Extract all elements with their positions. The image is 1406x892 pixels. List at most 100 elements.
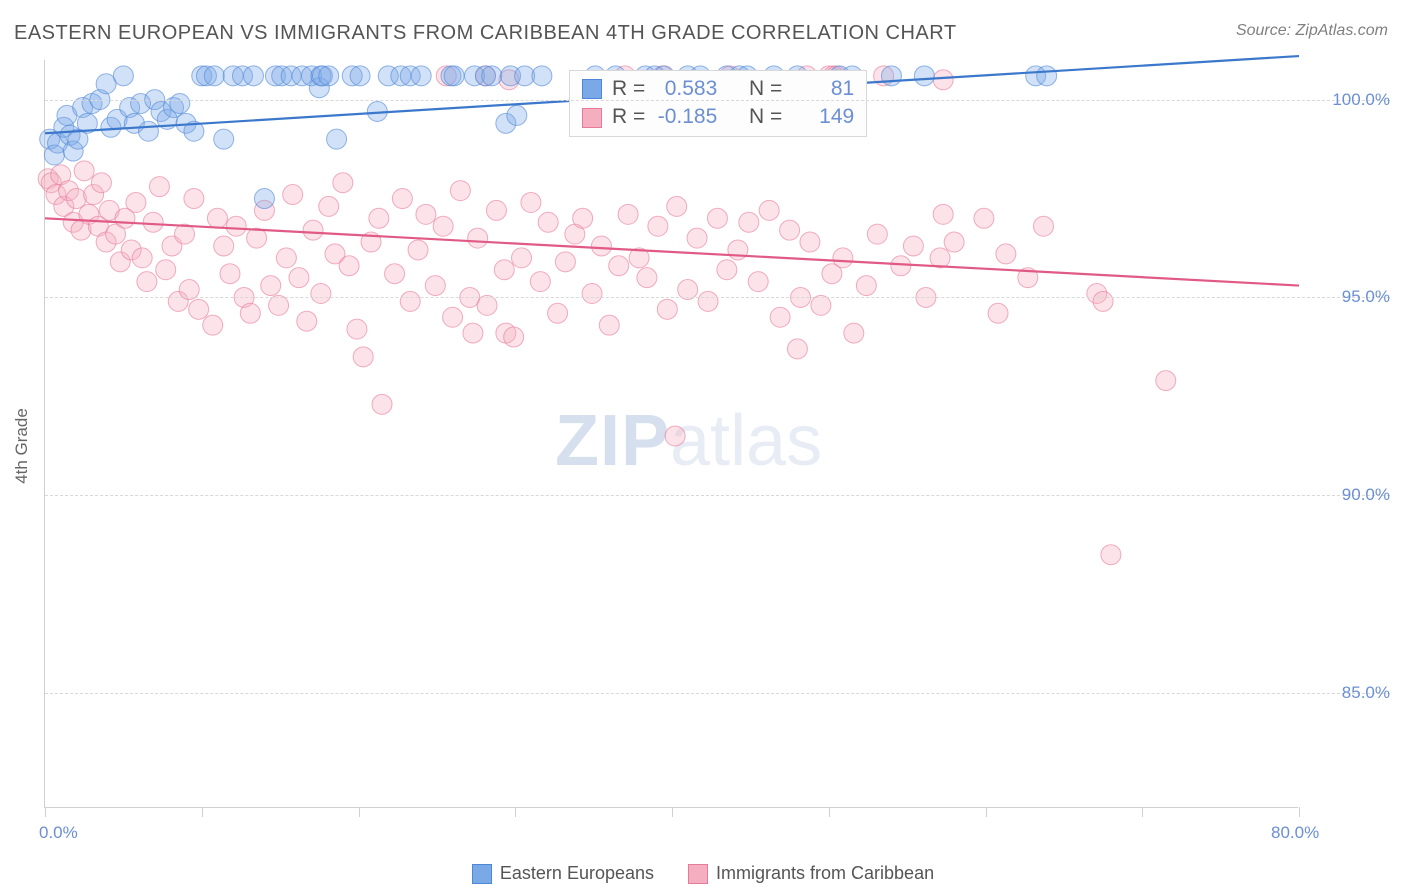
data-point — [400, 291, 420, 311]
data-point — [1156, 371, 1176, 391]
data-point — [504, 327, 524, 347]
data-point — [283, 185, 303, 205]
data-point — [494, 260, 514, 280]
data-point — [243, 66, 263, 86]
legend-label-1: Immigrants from Caribbean — [716, 863, 934, 884]
data-point — [618, 204, 638, 224]
legend-swatch-0 — [472, 864, 492, 884]
data-point — [143, 212, 163, 232]
gridline-h — [45, 100, 1390, 101]
xtick — [986, 807, 987, 817]
data-point — [303, 220, 323, 240]
data-point — [532, 66, 552, 86]
data-point — [548, 303, 568, 323]
data-point — [599, 315, 619, 335]
data-point — [416, 204, 436, 224]
data-point — [137, 272, 157, 292]
data-point — [486, 200, 506, 220]
plot-svg — [45, 60, 1298, 807]
data-point — [149, 177, 169, 197]
data-point — [944, 232, 964, 252]
data-point — [289, 268, 309, 288]
data-point — [91, 173, 111, 193]
data-point — [425, 276, 445, 296]
data-point — [555, 252, 575, 272]
gridline-h — [45, 693, 1390, 694]
data-point — [392, 189, 412, 209]
data-point — [214, 129, 234, 149]
data-point — [350, 66, 370, 86]
xtick — [1142, 807, 1143, 817]
data-point — [226, 216, 246, 236]
data-point — [433, 216, 453, 236]
stats-n-label: N = — [749, 103, 782, 131]
data-point — [319, 196, 339, 216]
stats-r-1: -0.185 — [655, 103, 717, 131]
data-point — [717, 260, 737, 280]
stats-swatch-1 — [582, 108, 602, 128]
legend: Eastern Europeans Immigrants from Caribb… — [0, 863, 1406, 884]
data-point — [530, 272, 550, 292]
data-point — [276, 248, 296, 268]
data-point — [1101, 545, 1121, 565]
data-point — [184, 189, 204, 209]
gridline-h — [45, 297, 1390, 298]
data-point — [933, 204, 953, 224]
data-point — [933, 70, 953, 90]
legend-item-1: Immigrants from Caribbean — [688, 863, 934, 884]
data-point — [1093, 291, 1113, 311]
data-point — [996, 244, 1016, 264]
xtick — [1299, 807, 1300, 817]
data-point — [156, 260, 176, 280]
y-axis-label: 4th Grade — [12, 408, 32, 484]
data-point — [667, 196, 687, 216]
data-point — [903, 236, 923, 256]
data-point — [311, 284, 331, 304]
data-point — [450, 181, 470, 201]
chart-title: EASTERN EUROPEAN VS IMMIGRANTS FROM CARI… — [14, 22, 957, 45]
data-point — [482, 66, 502, 86]
ytick-label: 90.0% — [1304, 485, 1390, 505]
xtick — [515, 807, 516, 817]
data-point — [648, 216, 668, 236]
stats-row-1: R = -0.185 N = 149 — [582, 103, 854, 131]
data-point — [582, 284, 602, 304]
source-label: Source: ZipAtlas.com — [1236, 22, 1388, 40]
y-axis-label-wrap: 4th Grade — [0, 0, 44, 892]
data-point — [707, 208, 727, 228]
data-point — [739, 212, 759, 232]
data-point — [261, 276, 281, 296]
data-point — [844, 323, 864, 343]
data-point — [113, 66, 133, 86]
ytick-label: 85.0% — [1304, 683, 1390, 703]
legend-item-0: Eastern Europeans — [472, 863, 654, 884]
data-point — [327, 129, 347, 149]
stats-swatch-0 — [582, 79, 602, 99]
data-point — [609, 256, 629, 276]
data-point — [203, 315, 223, 335]
data-point — [687, 228, 707, 248]
data-point — [207, 208, 227, 228]
data-point — [443, 307, 463, 327]
plot-area: ZIPatlas R = 0.583 N = 81 R = -0.185 N =… — [44, 60, 1298, 808]
gridline-h — [45, 495, 1390, 496]
data-point — [463, 323, 483, 343]
data-point — [339, 256, 359, 276]
xtick — [829, 807, 830, 817]
data-point — [748, 272, 768, 292]
data-point — [759, 200, 779, 220]
data-point — [1037, 66, 1057, 86]
stats-box: R = 0.583 N = 81 R = -0.185 N = 149 — [569, 70, 867, 137]
data-point — [189, 299, 209, 319]
data-point — [512, 248, 532, 268]
xtick-label: 0.0% — [39, 823, 78, 843]
data-point — [538, 212, 558, 232]
data-point — [914, 66, 934, 86]
legend-swatch-1 — [688, 864, 708, 884]
data-point — [521, 192, 541, 212]
ytick-label: 95.0% — [1304, 287, 1390, 307]
data-point — [319, 66, 339, 86]
data-point — [126, 192, 146, 212]
data-point — [988, 303, 1008, 323]
data-point — [220, 264, 240, 284]
